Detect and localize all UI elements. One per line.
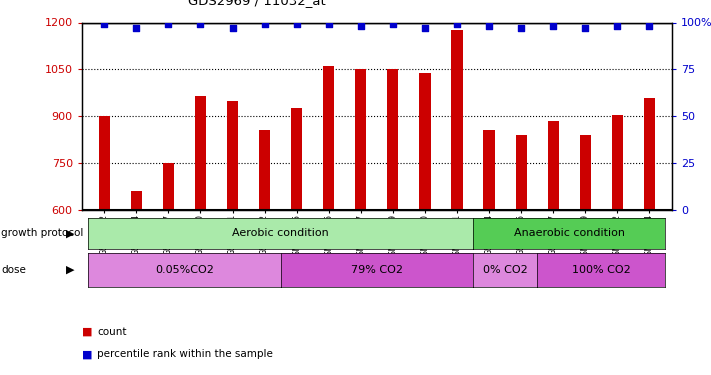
Bar <box>547 121 559 210</box>
Point <box>227 25 238 31</box>
Point <box>291 21 302 27</box>
Bar <box>515 135 527 210</box>
Point <box>99 21 110 27</box>
Text: 79% CO2: 79% CO2 <box>351 265 403 275</box>
Point <box>387 21 399 27</box>
Text: dose: dose <box>1 265 26 275</box>
Point <box>323 21 334 27</box>
Point <box>515 25 527 31</box>
Point <box>131 25 142 31</box>
Point <box>643 23 655 29</box>
Text: percentile rank within the sample: percentile rank within the sample <box>97 350 273 359</box>
Bar <box>131 191 142 210</box>
Bar <box>227 100 238 210</box>
Bar <box>644 98 655 210</box>
Bar <box>483 130 495 210</box>
Bar <box>611 115 623 210</box>
Text: ■: ■ <box>82 350 92 359</box>
Bar <box>451 30 463 210</box>
Bar <box>323 66 334 210</box>
Point <box>547 23 559 29</box>
Bar <box>419 72 431 210</box>
Text: Aerobic condition: Aerobic condition <box>232 228 329 238</box>
Point <box>355 23 366 29</box>
Point <box>419 25 431 31</box>
Point <box>611 23 623 29</box>
Text: GDS2969 / 11032_at: GDS2969 / 11032_at <box>188 0 326 8</box>
Bar <box>163 163 174 210</box>
Text: growth protocol: growth protocol <box>1 228 84 238</box>
Text: ▶: ▶ <box>66 265 75 275</box>
Text: Anaerobic condition: Anaerobic condition <box>514 228 625 238</box>
Bar <box>387 69 398 210</box>
Text: 0.05%CO2: 0.05%CO2 <box>155 265 214 275</box>
Point <box>163 21 174 27</box>
Text: count: count <box>97 327 127 337</box>
Bar <box>99 116 109 210</box>
Point <box>483 23 495 29</box>
Point <box>259 21 270 27</box>
Bar <box>579 135 591 210</box>
Point <box>451 21 463 27</box>
Point <box>579 25 591 31</box>
Text: 0% CO2: 0% CO2 <box>483 265 528 275</box>
Bar <box>259 130 270 210</box>
Text: ▶: ▶ <box>66 228 75 238</box>
Bar <box>195 96 206 210</box>
Text: 100% CO2: 100% CO2 <box>572 265 631 275</box>
Bar <box>356 69 366 210</box>
Bar <box>291 108 302 210</box>
Text: ■: ■ <box>82 327 92 337</box>
Point <box>195 21 206 27</box>
